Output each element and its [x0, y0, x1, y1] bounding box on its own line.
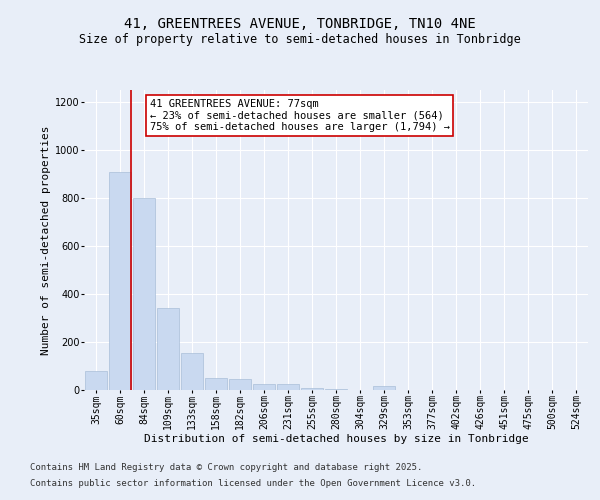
- Bar: [181, 353, 203, 390]
- Bar: [277, 384, 299, 390]
- Bar: [109, 172, 131, 390]
- Bar: [205, 378, 227, 390]
- Bar: [85, 371, 107, 390]
- Bar: [253, 384, 275, 390]
- X-axis label: Distribution of semi-detached houses by size in Tonbridge: Distribution of semi-detached houses by …: [143, 434, 529, 444]
- Text: Contains public sector information licensed under the Open Government Licence v3: Contains public sector information licen…: [30, 478, 476, 488]
- Text: Contains HM Land Registry data © Crown copyright and database right 2025.: Contains HM Land Registry data © Crown c…: [30, 464, 422, 472]
- Bar: [133, 198, 155, 390]
- Bar: [301, 388, 323, 390]
- Text: 41, GREENTREES AVENUE, TONBRIDGE, TN10 4NE: 41, GREENTREES AVENUE, TONBRIDGE, TN10 4…: [124, 18, 476, 32]
- Text: 41 GREENTREES AVENUE: 77sqm
← 23% of semi-detached houses are smaller (564)
75% : 41 GREENTREES AVENUE: 77sqm ← 23% of sem…: [149, 99, 449, 132]
- Bar: [157, 308, 179, 390]
- Text: Size of property relative to semi-detached houses in Tonbridge: Size of property relative to semi-detach…: [79, 32, 521, 46]
- Y-axis label: Number of semi-detached properties: Number of semi-detached properties: [41, 125, 51, 355]
- Bar: [373, 386, 395, 390]
- Bar: [229, 379, 251, 390]
- Bar: [325, 389, 347, 390]
